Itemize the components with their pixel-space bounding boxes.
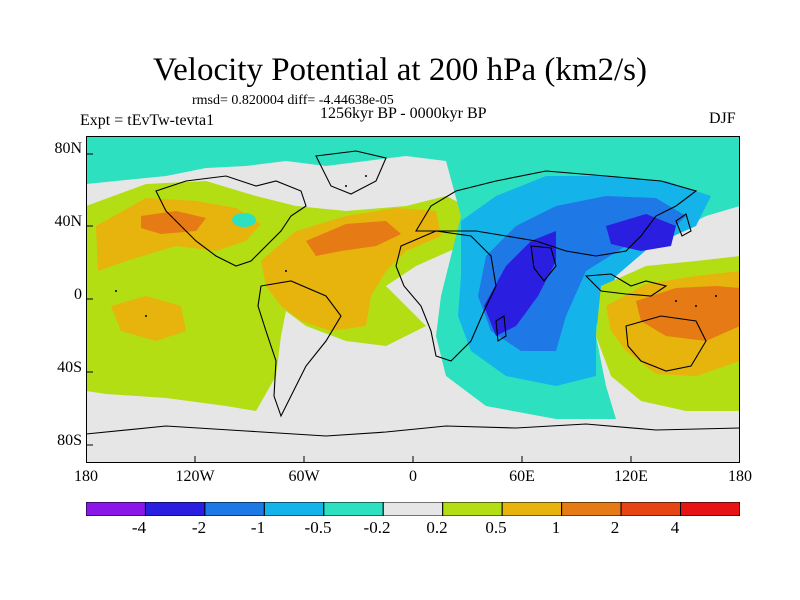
lat-label-40s: 40S (57, 359, 82, 376)
colorbar-label-1: -4 (131, 518, 147, 537)
colorbar-box-8 (501, 502, 563, 516)
colorbar-label-5: -0.2 (363, 518, 391, 537)
colorbar-label-4: -0.5 (304, 518, 332, 537)
colorbar-box-11 (680, 502, 740, 516)
colorbar-label-8: 1 (551, 518, 561, 537)
velocity-potential-map (86, 136, 740, 463)
season-label: DJF (709, 110, 736, 127)
arctic-negative-band (86, 136, 740, 206)
colorbar-box-3 (204, 502, 265, 516)
north-atlantic-spot (232, 213, 256, 227)
colorbar-label-7: 0.5 (485, 518, 507, 537)
colorbar-box-4 (263, 502, 325, 516)
colorbar-box-2 (144, 502, 206, 516)
pacific-orange-region (96, 198, 261, 271)
experiment-label: Expt = tEvTw-tevta1 (80, 112, 215, 129)
rmsd-diff-stats: rmsd= 0.820004 diff= -4.44638e-05 (192, 93, 394, 108)
south-pacific-orange-region (111, 296, 186, 341)
coastlines (86, 150, 740, 437)
colorbar-label-2: -2 (191, 518, 207, 537)
east-africa-core (484, 231, 556, 336)
australia-positive-core (636, 286, 740, 341)
colorbar-label-3: -1 (250, 518, 266, 537)
island-speckles (115, 175, 717, 317)
lat-label-80s: 80S (57, 432, 82, 449)
east-asia-core (606, 214, 676, 251)
lat-label-80n: 80N (54, 140, 82, 157)
colorbar-label-10: 4 (670, 518, 680, 537)
colorbar-box-5 (323, 502, 384, 516)
lon-label-0: 0 (409, 468, 417, 485)
colorbar-box-6 (382, 502, 444, 516)
lat-label-0: 0 (74, 286, 82, 303)
colorbar-box-7 (442, 502, 503, 516)
colorbar-label-9: 2 (610, 518, 620, 537)
ticks (86, 153, 632, 463)
pacific-core (141, 211, 206, 234)
colorbar-box-10 (620, 502, 682, 516)
atlantic-orange-region (261, 208, 441, 331)
colorbar-label-6: 0.2 (426, 518, 448, 537)
lon-label-180e: 180 (728, 468, 752, 485)
atlantic-core (306, 221, 401, 256)
lon-label-120e: 120E (614, 468, 648, 485)
colorbar-box-9 (561, 502, 622, 516)
lon-label-60w: 60W (288, 468, 320, 485)
lon-label-60e: 60E (509, 468, 535, 485)
colorbar (86, 502, 740, 516)
lon-label-120w: 120W (175, 468, 215, 485)
lat-label-40n: 40N (54, 213, 82, 230)
map-title: Velocity Potential at 200 hPa (km2/s) (152, 52, 648, 88)
period-label: 1256kyr BP - 0000kyr BP (320, 105, 487, 122)
colorbar-box-1 (86, 502, 146, 516)
lon-label-180w: 180 (74, 468, 98, 485)
